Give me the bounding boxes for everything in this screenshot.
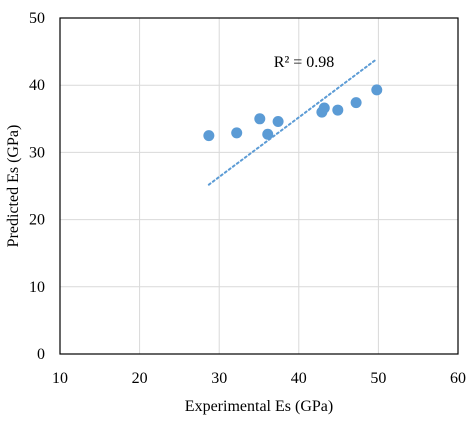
data-point bbox=[231, 127, 243, 139]
linear-trendline bbox=[207, 57, 378, 186]
y-tick-label: 20 bbox=[29, 212, 45, 229]
data-point bbox=[332, 104, 344, 116]
trendline-group bbox=[207, 57, 378, 186]
x-tick-label: 50 bbox=[370, 370, 386, 387]
y-axis-title: Predicted Es (GPa) bbox=[5, 125, 22, 248]
data-point bbox=[203, 130, 215, 142]
plot-area-frame bbox=[59, 17, 459, 355]
data-points bbox=[203, 84, 383, 142]
grid-lines bbox=[60, 18, 458, 354]
data-point bbox=[371, 84, 383, 96]
y-tick-label: 10 bbox=[29, 279, 45, 296]
data-point bbox=[254, 113, 266, 125]
y-tick-label: 0 bbox=[37, 346, 45, 363]
x-axis-title: Experimental Es (GPa) bbox=[185, 398, 333, 415]
x-tick-label: 20 bbox=[132, 370, 148, 387]
x-tick-label: 30 bbox=[211, 370, 227, 387]
x-tick-label: 40 bbox=[291, 370, 307, 387]
data-point bbox=[318, 102, 330, 114]
x-tick-label: 60 bbox=[450, 370, 466, 387]
data-point bbox=[272, 115, 284, 127]
y-tick-label: 50 bbox=[29, 10, 45, 27]
y-tick-label: 40 bbox=[29, 77, 45, 94]
r-squared-annotation: R² = 0.98 bbox=[274, 54, 335, 71]
data-point bbox=[350, 97, 362, 109]
tick-labels: 10 20 30 40 50 60 0 10 20 30 40 50 bbox=[29, 10, 466, 387]
data-point bbox=[262, 128, 274, 140]
y-tick-label: 30 bbox=[29, 144, 45, 161]
x-tick-label: 10 bbox=[52, 370, 68, 387]
